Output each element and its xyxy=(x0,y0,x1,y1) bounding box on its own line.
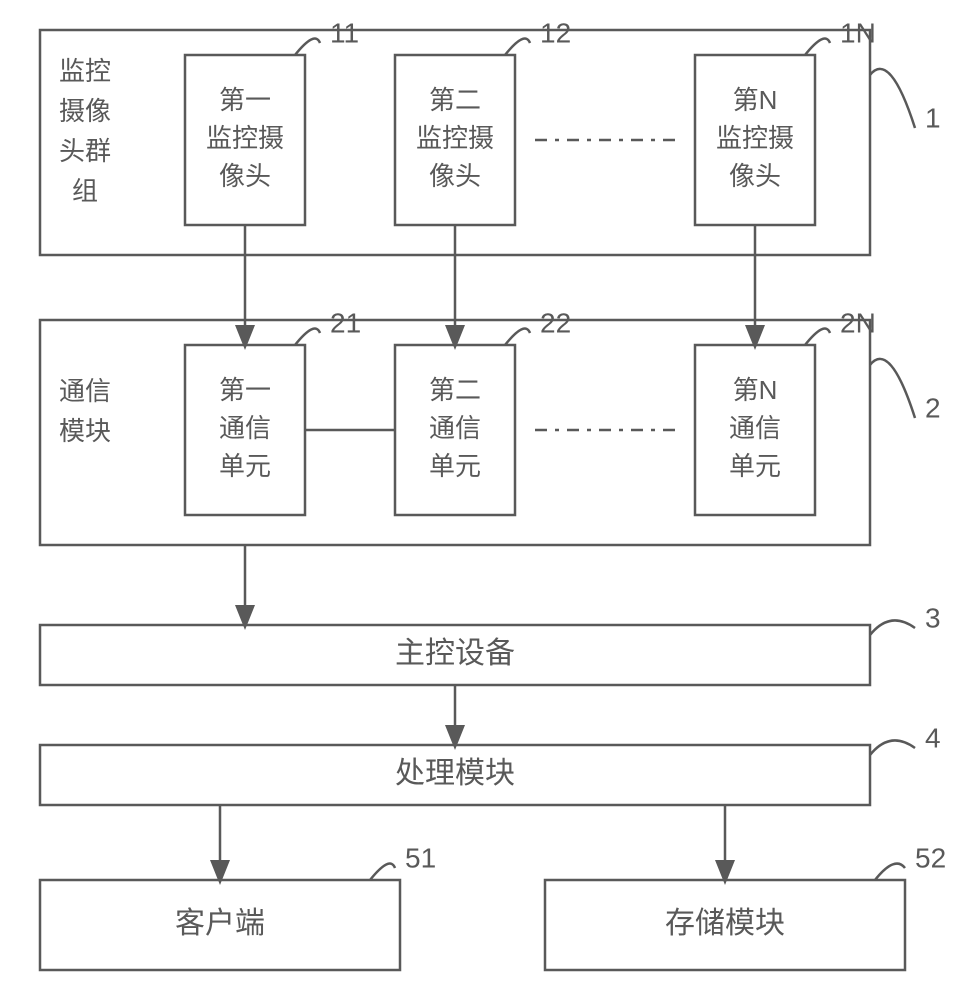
processing-label: 处理模块 xyxy=(395,757,515,790)
text-com1-0: 第一 xyxy=(219,375,271,405)
callout-group1-leader xyxy=(870,69,915,128)
camera-group-label-0: 监控 xyxy=(59,56,111,86)
text-cam1-2: 像头 xyxy=(219,161,271,191)
text-comN-2: 单元 xyxy=(729,451,781,481)
client-label: 客户端 xyxy=(175,907,265,940)
text-camN-1: 监控摄 xyxy=(716,123,794,153)
callout-block4-label: 4 xyxy=(925,722,941,753)
text-cam1-0: 第一 xyxy=(219,85,271,115)
text-cam1-1: 监控摄 xyxy=(206,123,284,153)
callout-block3-label: 3 xyxy=(925,602,941,633)
text-comN-0: 第N xyxy=(733,375,778,405)
callout-com1-label: 21 xyxy=(330,307,361,338)
callout-block51-leader xyxy=(370,864,395,880)
text-camN-2: 像头 xyxy=(729,161,781,191)
callout-com2-leader xyxy=(505,329,530,345)
text-cam2-1: 监控摄 xyxy=(416,123,494,153)
callout-cam1-label: 11 xyxy=(330,17,359,48)
text-camN-0: 第N xyxy=(733,85,778,115)
callout-block52-leader xyxy=(875,864,905,880)
callout-cam1-leader xyxy=(295,39,320,55)
main-control-label: 主控设备 xyxy=(395,637,515,670)
callout-cam2-label: 12 xyxy=(540,17,571,48)
callout-comN-label: 2N xyxy=(840,307,876,338)
callout-com2-label: 22 xyxy=(540,307,571,338)
text-com1-1: 通信 xyxy=(219,413,271,443)
text-com2-2: 单元 xyxy=(429,451,481,481)
text-com1-2: 单元 xyxy=(219,451,271,481)
text-com2-0: 第二 xyxy=(429,375,481,405)
camera-group-label-2: 头群 xyxy=(59,136,111,166)
callout-group2-label: 2 xyxy=(925,392,941,423)
callout-comN-leader xyxy=(805,329,830,345)
storage-label: 存储模块 xyxy=(665,907,785,940)
callout-block52-label: 52 xyxy=(915,842,946,873)
callout-cam2-leader xyxy=(505,39,530,55)
camera-group-label-3: 组 xyxy=(72,176,98,206)
callout-group2-leader xyxy=(870,359,915,418)
callout-group1-label: 1 xyxy=(925,102,941,133)
text-com2-1: 通信 xyxy=(429,413,481,443)
callout-camN-leader xyxy=(805,39,830,55)
comm-module-label-1: 模块 xyxy=(59,416,111,446)
callout-com1-leader xyxy=(295,329,320,345)
callout-block51-label: 51 xyxy=(405,842,436,873)
callout-camN-label: 1N xyxy=(840,17,876,48)
text-comN-1: 通信 xyxy=(729,413,781,443)
comm-module-label-0: 通信 xyxy=(59,376,111,406)
callout-block3-leader xyxy=(870,620,915,635)
callout-block4-leader xyxy=(870,740,915,755)
text-cam2-0: 第二 xyxy=(429,85,481,115)
camera-group-label-1: 摄像 xyxy=(59,96,111,126)
text-cam2-2: 像头 xyxy=(429,161,481,191)
